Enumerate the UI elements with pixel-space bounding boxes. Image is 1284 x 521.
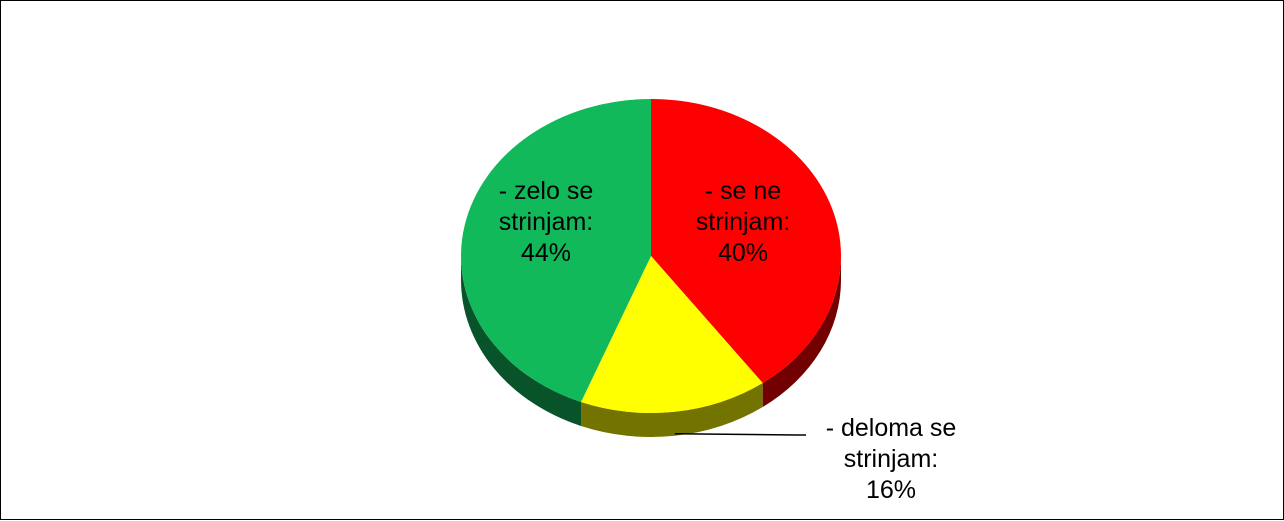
data-label-value: 40% bbox=[717, 239, 769, 267]
pie-slice bbox=[651, 99, 842, 384]
leader-line bbox=[674, 433, 806, 436]
slice-side bbox=[581, 383, 763, 438]
data-label-value: 44% bbox=[520, 239, 572, 267]
pie-slice bbox=[581, 256, 763, 414]
data-label-category: - zelo se strinjam: bbox=[498, 177, 594, 236]
data-label-value: 16% bbox=[865, 476, 917, 504]
slice-side bbox=[461, 256, 582, 426]
slice-side bbox=[762, 256, 841, 408]
data-label-category: - se ne strinjam: bbox=[695, 177, 791, 236]
data-label-category: - deloma se strinjam: bbox=[825, 414, 957, 473]
pie-slice bbox=[460, 99, 651, 402]
